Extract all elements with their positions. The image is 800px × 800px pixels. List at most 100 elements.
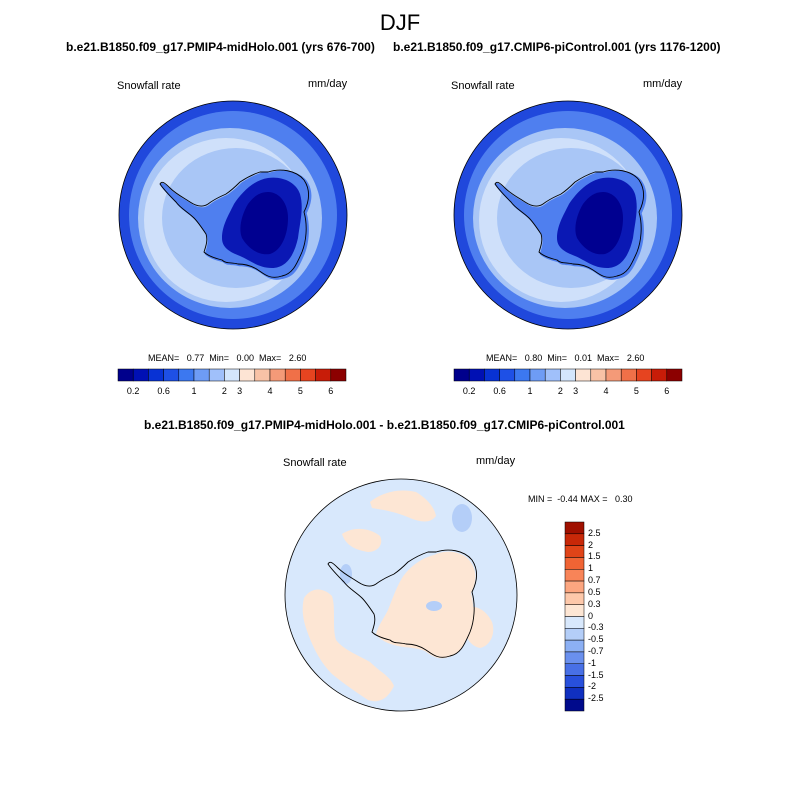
diff-colorbar-box: [564, 639, 585, 653]
colorbar-tick-label: 0.6: [157, 386, 170, 396]
diff-colorbar-box: [564, 557, 585, 570]
colorbar-box: [651, 368, 668, 382]
colorbar-box: [544, 368, 561, 382]
colorbar-tick-label: 0.2: [462, 386, 476, 396]
colorbar-box: [193, 368, 210, 382]
diff-colorbar-tick-label: -2: [588, 681, 597, 692]
colorbar-box: [620, 368, 637, 382]
colorbar-box: [117, 368, 134, 382]
colorbar-box: [484, 368, 500, 382]
map2-coastline: [494, 169, 645, 278]
map2-field: [454, 101, 682, 329]
colorbar-box: [284, 368, 301, 382]
panel-2-case-title: b.e21.B1850.f09_g17.CMIP6-piControl.001 …: [393, 40, 721, 54]
colorbar-box: [330, 368, 347, 382]
colorbar-tick-label: 3: [237, 386, 243, 396]
diff-colorbar-tick-label: 1: [588, 563, 594, 574]
colorbar-box: [590, 368, 607, 382]
diff-colorbar-tick-label: 0.7: [588, 575, 601, 586]
diff-colorbar-box: [564, 698, 585, 712]
diff-colorbar-tick-label: 2.5: [588, 527, 601, 538]
diff-case-title: b.e21.B1850.f09_g17.PMIP4-midHolo.001 - …: [144, 418, 625, 432]
map3-coastline: [327, 549, 478, 658]
colorbar-box: [269, 368, 286, 382]
colorbar-tick-label: 4: [267, 386, 273, 396]
diff-colorbar-box: [564, 592, 585, 605]
diff-colorbar: [564, 521, 585, 712]
map3-positive-region: [342, 528, 382, 552]
map3-positive-region: [302, 589, 394, 702]
colorbar-tick-label: 6: [328, 386, 334, 396]
diff-colorbar-box: [564, 569, 585, 582]
colorbar-box: [560, 368, 576, 382]
diff-colorbar-tick-label: -1.5: [588, 669, 604, 680]
diff-colorbar-box: [564, 675, 585, 688]
diff-colorbar-tick-label: -0.7: [588, 645, 604, 656]
colorbar-tick-label: 1: [191, 386, 197, 396]
diff-stats: MIN = -0.44 MAX = 0.30: [528, 494, 633, 504]
map2-plateau-min: [575, 192, 623, 255]
colorbar-box: [148, 368, 164, 382]
colorbar-box: [529, 368, 546, 382]
colorbar-box: [239, 368, 256, 382]
colorbar-box: [224, 368, 240, 382]
map3-field: [285, 479, 517, 711]
map3-positive-region: [376, 551, 476, 659]
diff-colorbar-box: [564, 616, 585, 629]
panel-2-polar-map: [453, 100, 683, 330]
diff-colorbar-box: [564, 580, 585, 594]
diff-colorbar-box: [564, 663, 585, 676]
map3-positive-region: [370, 490, 436, 522]
colorbar-box: [453, 368, 470, 382]
diff-colorbar-tick-label: 0: [588, 610, 594, 621]
panel-1-units-label: mm/day: [308, 78, 348, 90]
diff-colorbar-tick-label: 0.3: [588, 598, 601, 609]
diff-colorbar-box: [564, 545, 585, 558]
colorbar-tick-label: 6: [664, 386, 670, 396]
colorbar-tick-label: 0.2: [126, 386, 140, 396]
diff-colorbar-tick-label: 0.5: [588, 586, 601, 597]
panel-2-stats: MEAN= 0.80 Min= 0.01 Max= 2.60: [486, 353, 645, 363]
colorbar-tick-label: 5: [633, 386, 639, 396]
diff-colorbar-tick-label: -0.3: [588, 622, 604, 633]
colorbar-box: [499, 368, 516, 382]
panel-1-variable-label: Snowfall rate: [117, 80, 181, 92]
diff-colorbar-tick-label: 1.5: [588, 551, 601, 562]
panel-1-case-title: b.e21.B1850.f09_g17.PMIP4-midHolo.001 (y…: [66, 40, 375, 54]
panel-2-variable-label: Snowfall rate: [451, 80, 515, 92]
panel-2-colorbar: [453, 368, 683, 382]
diff-variable-label: Snowfall rate: [283, 457, 347, 469]
figure-title: DJF: [379, 10, 421, 35]
colorbar-box: [132, 368, 149, 382]
colorbar-box: [163, 368, 180, 382]
colorbar-box: [254, 368, 271, 382]
colorbar-tick-label: 4: [603, 386, 609, 396]
map1-coastline: [159, 169, 310, 278]
colorbar-tick-label: 2: [221, 386, 227, 396]
diff-colorbar-box: [564, 628, 585, 641]
diff-colorbar-tick-label: -1: [588, 657, 597, 668]
colorbar-box: [605, 368, 622, 382]
colorbar-box: [575, 368, 592, 382]
colorbar-tick-label: 5: [297, 386, 303, 396]
diff-colorbar-tick-label: -0.5: [588, 634, 604, 645]
colorbar-box: [514, 368, 531, 382]
colorbar-tick-label: 3: [573, 386, 579, 396]
map1-plateau-min: [240, 192, 288, 255]
colorbar-box: [468, 368, 485, 382]
colorbar-tick-label: 2: [557, 386, 563, 396]
diff-colorbar-box: [564, 533, 585, 546]
map1-field: [119, 101, 347, 329]
diff-colorbar-box: [564, 521, 585, 535]
diff-colorbar-tick-label: 2: [588, 539, 594, 550]
colorbar-box: [636, 368, 652, 382]
panel-2-units-label: mm/day: [643, 78, 683, 90]
diff-colorbar-box: [564, 687, 585, 700]
map2-boundary: [453, 100, 683, 330]
panel-1-colorbar: [117, 368, 347, 382]
panel-1-polar-map: [118, 100, 348, 330]
colorbar-box: [300, 368, 316, 382]
colorbar-box: [666, 368, 683, 382]
colorbar-box: [208, 368, 225, 382]
diff-colorbar-box: [564, 604, 585, 617]
